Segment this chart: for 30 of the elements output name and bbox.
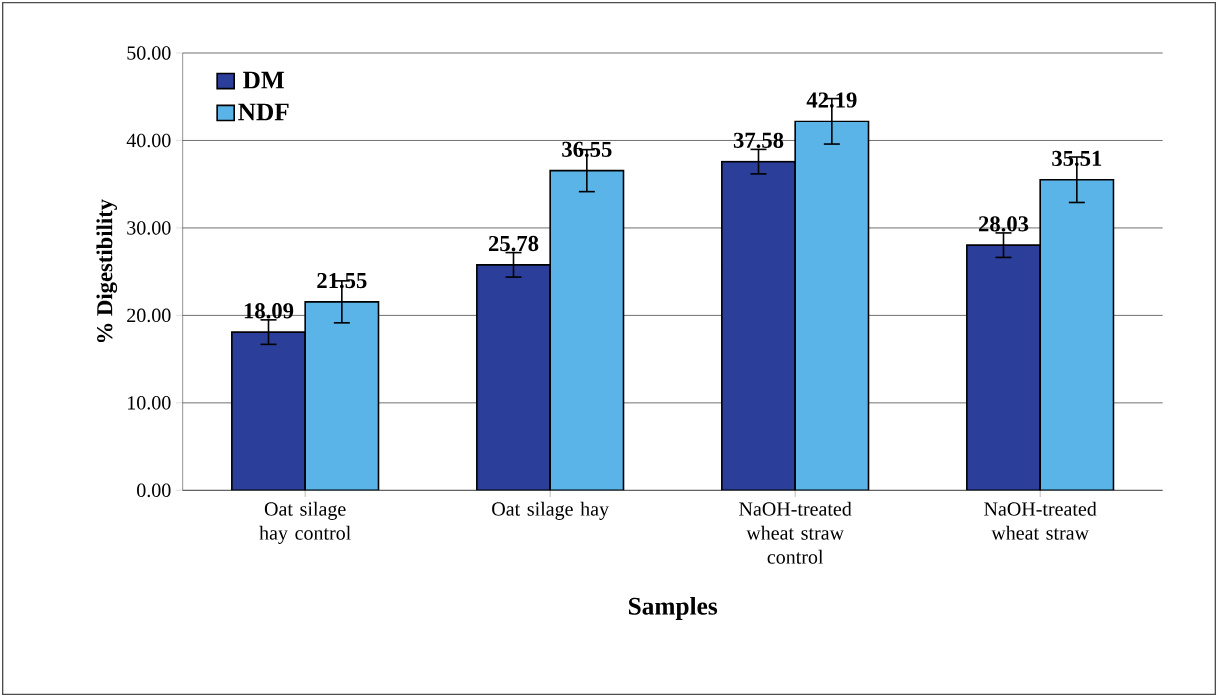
x-tick-label: Oat silage hay control (259, 501, 351, 544)
y-tick-label: 0.00 (137, 483, 171, 498)
bar (549, 169, 625, 491)
y-tick-label: 50.00 (127, 46, 171, 60)
y-tick-label: 30.00 (127, 221, 171, 235)
bar (721, 160, 796, 491)
bar (231, 331, 306, 491)
data-label: 28.03 (978, 216, 1029, 232)
y-tick-label: 40.00 (126, 133, 171, 148)
y-axis-title: % Digestibility (96, 199, 118, 343)
x-tick-label: NaOH-treated wheat straw control (739, 501, 852, 564)
data-label: 21.55 (317, 272, 367, 289)
legend-label: DM (243, 71, 285, 89)
y-tick-label: 20.00 (127, 308, 171, 323)
bar (794, 120, 870, 491)
data-label: 25.78 (488, 235, 539, 252)
bar (966, 244, 1041, 491)
bar (476, 264, 551, 491)
x-tick-label: NaOH-treated wheat straw (984, 501, 1097, 540)
legend-label: NDF (238, 103, 289, 121)
data-label: 18.09 (244, 303, 294, 319)
bar (304, 301, 380, 491)
x-tick-label: Oat silage hay (492, 501, 609, 520)
data-label: 36.55 (562, 141, 612, 158)
bar (1039, 178, 1115, 491)
data-label: 35.51 (1052, 150, 1102, 167)
data-label: 37.58 (733, 132, 784, 149)
x-axis-title: Samples (628, 596, 718, 620)
data-label: 42.19 (806, 92, 857, 108)
y-tick-label: 10.00 (128, 396, 171, 410)
